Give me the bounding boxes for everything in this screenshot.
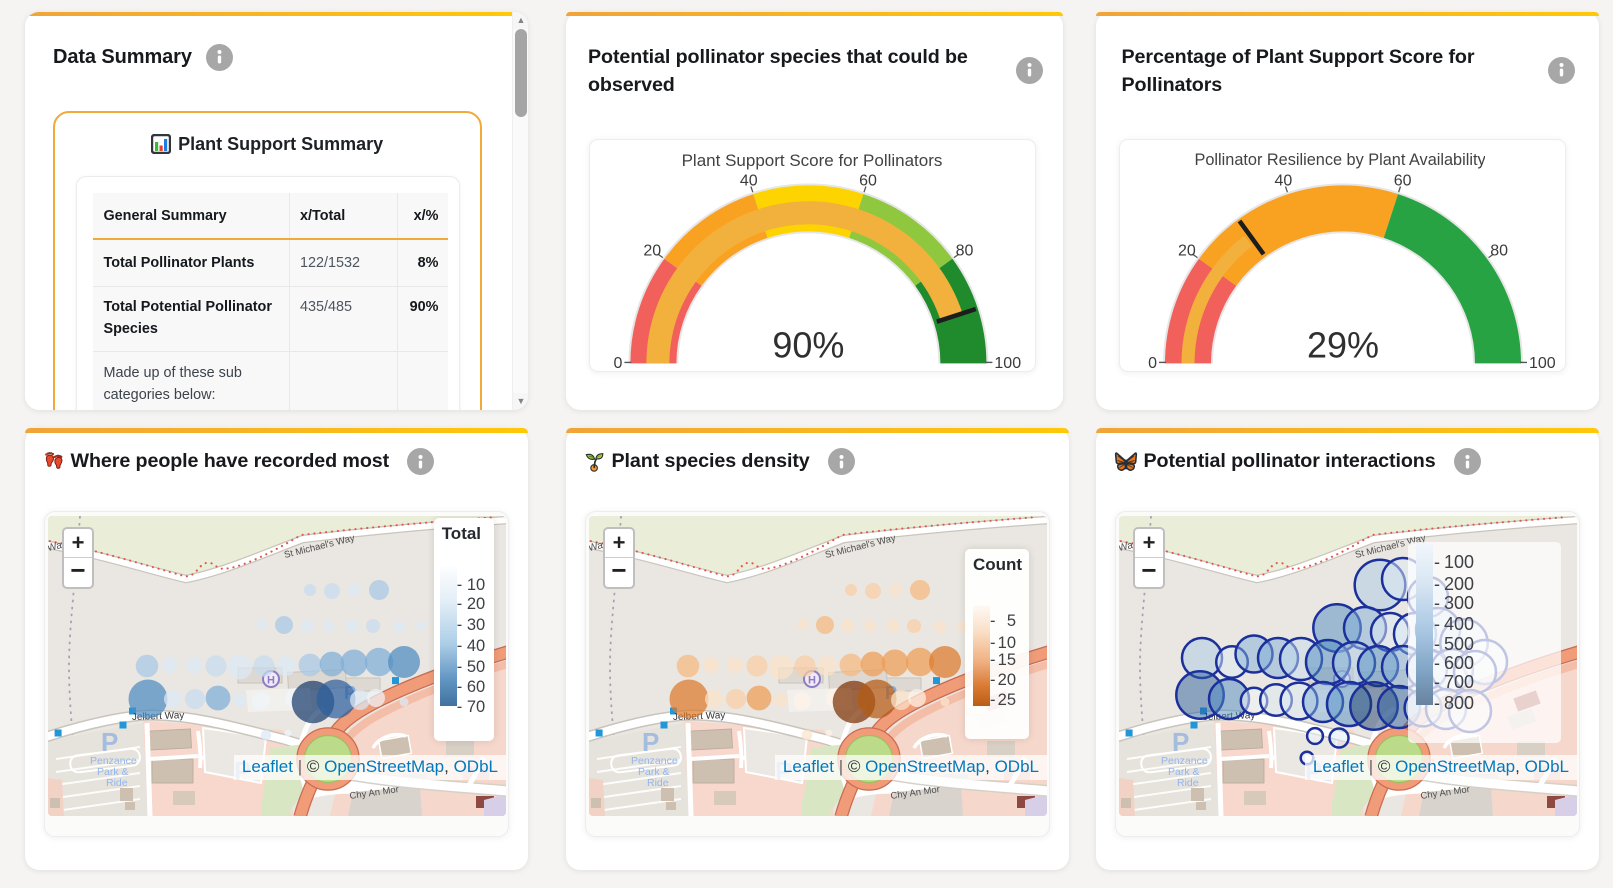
svg-text:60: 60 — [859, 172, 877, 189]
svg-text:80: 80 — [955, 243, 973, 260]
svg-text:29%: 29% — [1306, 324, 1378, 365]
svg-text:40: 40 — [1274, 172, 1292, 189]
svg-text:100: 100 — [1529, 355, 1556, 372]
svg-text:90%: 90% — [772, 324, 844, 365]
svg-text:20: 20 — [643, 243, 661, 260]
svg-text:40: 40 — [739, 172, 757, 189]
svg-text:0: 0 — [1148, 355, 1157, 372]
svg-text:100: 100 — [994, 355, 1021, 372]
svg-text:60: 60 — [1393, 172, 1411, 189]
svg-text:80: 80 — [1490, 243, 1508, 260]
svg-text:0: 0 — [613, 355, 622, 372]
svg-text:20: 20 — [1178, 243, 1196, 260]
